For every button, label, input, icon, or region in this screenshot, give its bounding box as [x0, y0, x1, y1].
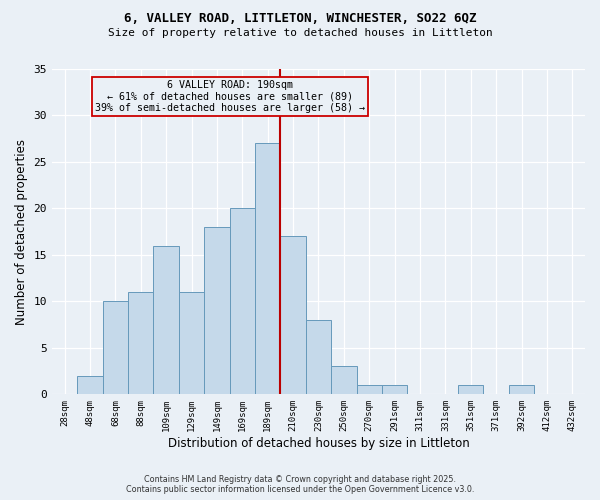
Bar: [204, 227, 230, 394]
Bar: [103, 302, 128, 394]
Bar: [230, 208, 255, 394]
Bar: [306, 320, 331, 394]
Bar: [331, 366, 356, 394]
Bar: [356, 385, 382, 394]
Bar: [382, 385, 407, 394]
X-axis label: Distribution of detached houses by size in Littleton: Distribution of detached houses by size …: [167, 437, 469, 450]
Bar: [280, 236, 306, 394]
Y-axis label: Number of detached properties: Number of detached properties: [15, 138, 28, 324]
Bar: [128, 292, 154, 394]
Bar: [255, 144, 280, 394]
Bar: [509, 385, 534, 394]
Bar: [77, 376, 103, 394]
Bar: [458, 385, 484, 394]
Text: 6 VALLEY ROAD: 190sqm
← 61% of detached houses are smaller (89)
39% of semi-deta: 6 VALLEY ROAD: 190sqm ← 61% of detached …: [95, 80, 365, 114]
Bar: [179, 292, 204, 394]
Text: Contains HM Land Registry data © Crown copyright and database right 2025.
Contai: Contains HM Land Registry data © Crown c…: [126, 474, 474, 494]
Bar: [154, 246, 179, 394]
Text: Size of property relative to detached houses in Littleton: Size of property relative to detached ho…: [107, 28, 493, 38]
Text: 6, VALLEY ROAD, LITTLETON, WINCHESTER, SO22 6QZ: 6, VALLEY ROAD, LITTLETON, WINCHESTER, S…: [124, 12, 476, 26]
